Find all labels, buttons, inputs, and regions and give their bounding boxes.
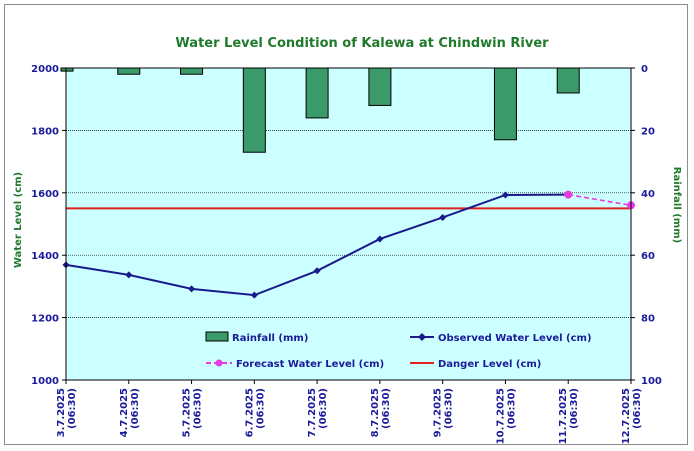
y-tick-label-right: 80 [641,314,655,325]
x-tick-label: 9.7.2025(06:30) [433,388,455,437]
x-tick-time: (06:30) [130,388,141,429]
x-tick-date: 3.7.2025 [56,388,67,437]
x-tick-time: (06:30) [318,388,329,429]
y-tick-label-right: 40 [641,189,655,200]
plot-area [66,68,631,380]
legend-observed-marker [418,333,426,341]
x-tick-label: 10.7.2025(06:30) [495,388,517,444]
rainfall-bar [368,67,392,106]
axes: 1000 1200 1400 1600 1800 2000 0 20 40 60 80 100 3.7.… [31,64,662,444]
observed-point [250,291,258,299]
y-tick-label-right: 20 [641,126,655,137]
x-tick-time: (06:30) [193,388,204,429]
x-tick-label: 11.7.2025(06:30) [558,388,580,444]
x-tick-time: (06:30) [381,388,392,429]
x-tick-time: (06:30) [632,388,643,429]
x-tick-time: (06:30) [255,388,266,429]
observed-point [313,267,321,275]
rainfall-bar [242,67,266,153]
rainfall-bar [556,67,580,94]
x-tick-label: 4.7.2025(06:30) [119,388,141,437]
rainfall-bar [493,67,517,141]
forecast-water-level-line [568,193,632,207]
y-tick-label-left: 1400 [31,251,59,262]
x-tick-date: 11.7.2025 [558,388,569,444]
water-level-lines [62,190,635,299]
x-tick-label: 5.7.2025(06:30) [182,388,204,437]
chart-title: Water Level Condition of Kalewa at Chind… [175,36,549,51]
x-tick-label: 7.7.2025(06:30) [307,388,329,437]
rainfall-bar [305,67,329,119]
forecast-point [564,190,573,199]
legend-observed-label: Observed Water Level (cm) [438,333,592,344]
x-tick-label: 12.7.2025(06:30) [621,388,643,444]
y-tick-label-left: 2000 [31,64,59,75]
legend-rainfall-swatch [205,331,229,342]
rainfall-bar [117,67,141,75]
y-axis-label-left: Water Level (cm) [13,172,24,268]
y-tick-label-right: 0 [641,64,648,75]
y-tick-label-right: 100 [641,376,662,387]
x-tick-date: 12.7.2025 [621,388,632,444]
y-tick-label-left: 1800 [31,126,59,137]
observed-point [501,191,509,199]
rainfall-bar [180,67,204,75]
x-tick-date: 5.7.2025 [182,388,193,437]
legend-forecast-marker [215,359,223,367]
y-tick-label-left: 1600 [31,189,59,200]
x-tick-label: 6.7.2025(06:30) [244,388,266,437]
x-tick-label: 3.7.2025(06:30) [56,388,78,437]
plot-border [65,67,632,381]
legend-danger-label: Danger Level (cm) [438,359,541,370]
observed-point [439,213,447,221]
y-tick-label-left: 1000 [31,376,59,387]
legend-rainfall-label: Rainfall (mm) [232,333,308,344]
x-tick-time: (06:30) [444,388,455,429]
x-tick-date: 4.7.2025 [119,388,130,437]
x-tick-date: 7.7.2025 [307,388,318,437]
x-tick-label: 8.7.2025(06:30) [370,388,392,437]
x-tick-date: 9.7.2025 [433,388,444,437]
x-tick-date: 10.7.2025 [495,388,506,444]
x-tick-time: (06:30) [569,388,580,429]
observed-point [376,235,384,243]
x-tick-time: (06:30) [506,388,517,429]
observed-point [125,271,133,279]
y-tick-label-right: 60 [641,251,655,262]
legend-forecast-label: Forecast Water Level (cm) [236,359,384,370]
x-tick-date: 8.7.2025 [370,388,381,437]
legend: Rainfall (mm) Observed Water Level (cm) … [205,331,592,370]
x-tick-date: 6.7.2025 [244,388,255,437]
observed-point [188,285,196,293]
x-tick-time: (06:30) [67,388,78,429]
y-tick-label-left: 1200 [31,314,59,325]
y-axis-label-right: Rainfall (mm) [671,167,682,243]
